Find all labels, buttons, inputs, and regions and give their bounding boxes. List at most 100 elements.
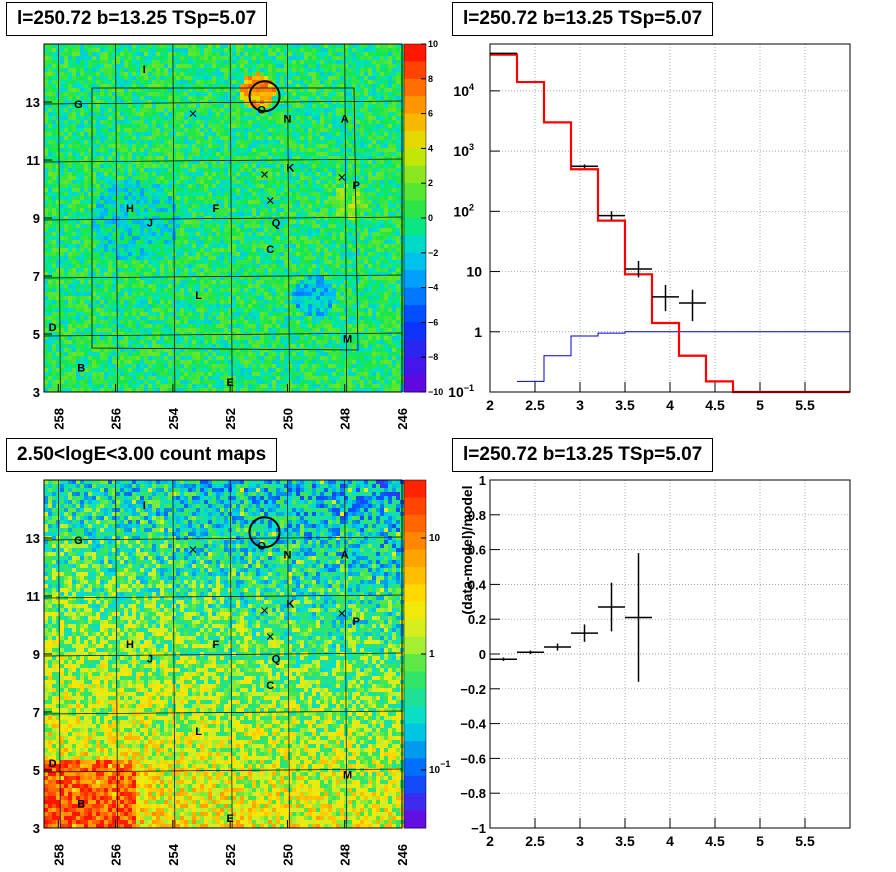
residual-map-pixel: [108, 380, 112, 384]
residual-map-pixel: [144, 200, 148, 204]
residual-map-pixel: [164, 324, 168, 328]
residual-map-pixel: [252, 92, 256, 96]
residual-map-pixel: [176, 208, 180, 212]
residual-map-pixel: [92, 88, 96, 92]
residual-map-pixel: [160, 204, 164, 208]
residual-map-pixel: [256, 48, 260, 52]
residual-map-pixel: [140, 356, 144, 360]
residual-map-pixel: [268, 88, 272, 92]
residual-map-pixel: [260, 296, 264, 300]
residual-map-pixel: [96, 96, 100, 100]
residual-map-pixel: [208, 224, 212, 228]
residual-map-pixel: [204, 204, 208, 208]
residual-map-pixel: [44, 136, 48, 140]
residual-map-pixel: [216, 304, 220, 308]
residual-map-pixel: [260, 132, 264, 136]
residual-map-pixel: [272, 128, 276, 132]
residual-map-pixel: [232, 84, 236, 88]
residual-map-pixel: [192, 288, 196, 292]
residual-map-pixel: [124, 272, 128, 276]
residual-map-pixel: [68, 76, 72, 80]
residual-map-pixel: [260, 352, 264, 356]
residual-map-pixel: [188, 212, 192, 216]
residual-map-pixel: [220, 352, 224, 356]
residual-map-pixel: [228, 300, 232, 304]
residual-map-pixel: [156, 248, 160, 252]
residual-map-pixel: [252, 116, 256, 120]
residual-map-pixel: [184, 376, 188, 380]
residual-map-pixel: [192, 96, 196, 100]
residual-map-pixel: [172, 124, 176, 128]
residual-map-pixel: [160, 216, 164, 220]
residual-map-pixel: [128, 264, 132, 268]
residual-map-pixel: [80, 80, 84, 84]
residual-map-pixel: [80, 144, 84, 148]
residual-map-pixel: [152, 136, 156, 140]
residual-map-pixel: [64, 296, 68, 300]
residual-map-pixel: [80, 72, 84, 76]
residual-map-pixel: [204, 216, 208, 220]
residual-map-pixel: [208, 132, 212, 136]
residual-map-pixel: [144, 152, 148, 156]
residual-map-pixel: [220, 284, 224, 288]
residual-map-pixel: [224, 216, 228, 220]
residual-map-pixel: [260, 52, 264, 56]
residual-map-pixel: [100, 108, 104, 112]
residual-map-pixel: [272, 132, 276, 136]
residual-map-pixel: [208, 236, 212, 240]
residual-map-pixel: [200, 360, 204, 364]
residual-map-pixel: [256, 240, 260, 244]
residual-map-pixel: [120, 364, 124, 368]
residual-map-pixel: [272, 56, 276, 60]
residual-map-pixel: [68, 296, 72, 300]
residual-map-pixel: [264, 260, 268, 264]
residual-map-pixel: [188, 360, 192, 364]
residual-map-pixel: [88, 320, 92, 324]
residual-map-pixel: [48, 156, 52, 160]
residual-map-pixel: [60, 216, 64, 220]
residual-map-pixel: [44, 360, 48, 364]
residual-map-pixel: [112, 108, 116, 112]
residual-map-pixel: [172, 356, 176, 360]
residual-map-pixel: [68, 188, 72, 192]
residual-map-pixel: [76, 104, 80, 108]
residual-map-pixel: [204, 160, 208, 164]
residual-map-pixel: [208, 52, 212, 56]
residual-map-pixel: [140, 208, 144, 212]
residual-map-pixel: [48, 64, 52, 68]
residual-map-pixel: [192, 216, 196, 220]
residual-map-pixel: [56, 148, 60, 152]
residual-map-pixel: [68, 360, 72, 364]
residual-map-pixel: [124, 304, 128, 308]
residual-map-pixel: [128, 328, 132, 332]
residual-map-pixel: [84, 76, 88, 80]
residual-map-pixel: [164, 332, 168, 336]
residual-map-pixel: [112, 104, 116, 108]
residual-map-pixel: [260, 172, 264, 176]
residual-map-pixel: [56, 304, 60, 308]
residual-map-pixel: [52, 184, 56, 188]
residual-map-pixel: [140, 336, 144, 340]
residual-map-pixel: [220, 140, 224, 144]
residual-map-pixel: [236, 72, 240, 76]
residual-map-pixel: [256, 384, 260, 388]
residual-map-pixel: [224, 180, 228, 184]
residual-map-pixel: [252, 76, 256, 80]
residual-map-pixel: [208, 212, 212, 216]
residual-map-pixel: [236, 204, 240, 208]
residual-map-pixel: [92, 132, 96, 136]
residual-map-pixel: [228, 380, 232, 384]
residual-map-pixel: [228, 268, 232, 272]
residual-map-pixel: [124, 284, 128, 288]
residual-map-pixel: [188, 312, 192, 316]
residual-map-pixel: [72, 92, 76, 96]
residual-map-pixel: [272, 144, 276, 148]
residual-map-pixel: [248, 388, 252, 392]
residual-map-pixel: [120, 72, 124, 76]
residual-map-pixel: [160, 352, 164, 356]
residual-map-pixel: [256, 352, 260, 356]
residual-map-pixel: [160, 260, 164, 264]
residual-map-pixel: [180, 364, 184, 368]
residual-map-pixel: [112, 240, 116, 244]
residual-map-pixel: [96, 324, 100, 328]
